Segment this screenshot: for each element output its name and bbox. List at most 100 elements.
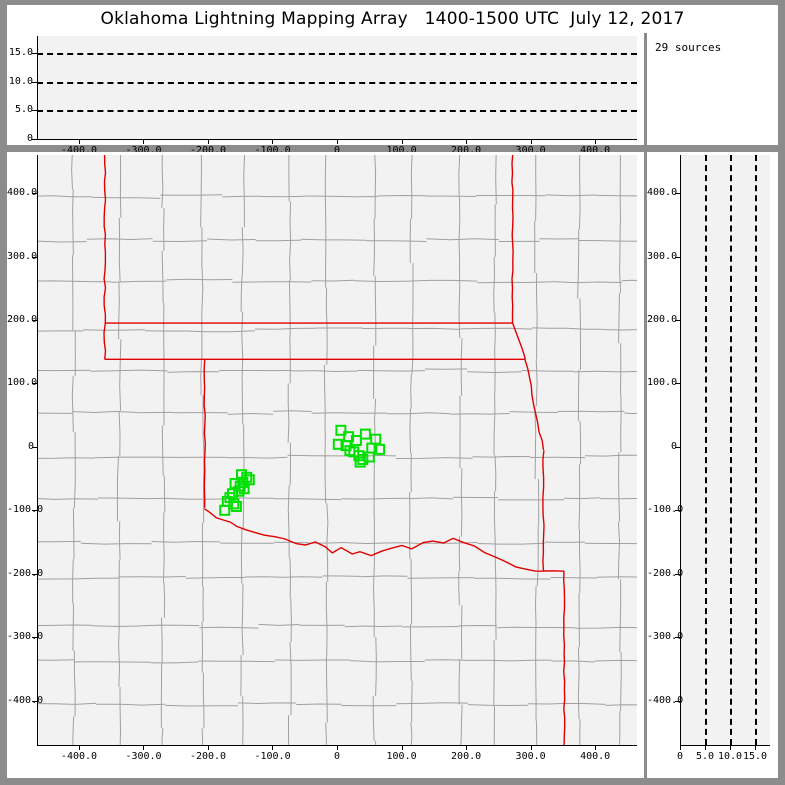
top-panel-x-tick-0	[337, 139, 338, 144]
map-y-tick-label: -300.0	[7, 631, 44, 643]
right-panel-y-tick-label: 300.0	[647, 250, 678, 262]
map-x-tick-0	[337, 745, 338, 750]
top-panel-x-tick-300	[530, 139, 532, 144]
right-panel-x-tick-10	[730, 745, 731, 750]
map-y-tick--400	[32, 700, 37, 702]
source-count-label: 29 sources	[655, 41, 722, 54]
right-panel-y-tick-label: -400.0	[647, 694, 684, 706]
top-panel-x-tick-label: 200.0	[451, 145, 482, 156]
map-x-tick--300	[143, 745, 145, 750]
top-panel-x-tick--100	[272, 139, 274, 144]
right-panel-y-axis	[680, 155, 681, 745]
right-panel-y-tick-label: 100.0	[647, 377, 678, 389]
top-panel-x-tick-label: 0	[334, 145, 341, 156]
map-x-tick-label: 0	[334, 751, 341, 762]
map-x-tick-label: -300.0	[125, 751, 162, 762]
map-y-tick-label: -400.0	[7, 694, 44, 706]
map-x-tick-label: -400.0	[60, 751, 98, 762]
lightning-source-marker	[219, 504, 231, 516]
right-panel-y-tick--100	[675, 510, 680, 512]
right-panel-x-tick-15	[755, 745, 756, 750]
map-geography	[37, 155, 637, 745]
top-panel-x-tick-label: -300.0	[125, 145, 162, 156]
top-panel-x-tick-label: -100.0	[254, 145, 291, 156]
map-x-tick-label: 400.0	[580, 751, 611, 762]
window-title-bar: Oklahoma Lightning Mapping Array 1400-15…	[7, 5, 778, 33]
right-panel-y-tick-100	[675, 383, 680, 385]
top-panel-y-tick-label: 0	[26, 133, 33, 144]
right-panel-y-tick--200	[675, 573, 680, 575]
source-count-panel: 29 sources	[647, 33, 778, 145]
right-panel-gridline-5	[705, 155, 707, 745]
right-panel-y-tick-label: -300.0	[647, 631, 684, 643]
top-panel-gridline-10	[37, 81, 637, 84]
right-panel-y-tick-label: -100.0	[647, 504, 684, 516]
map-x-tick-300	[530, 745, 532, 750]
lightning-source-marker	[237, 476, 249, 488]
map-y-tick-label: 100.0	[7, 377, 38, 389]
altitude-vs-ew-plot-area[interactable]	[37, 36, 637, 139]
map-plot-area[interactable]	[37, 155, 637, 745]
map-y-tick--100	[32, 510, 37, 512]
lightning-source-marker	[344, 445, 356, 457]
map-x-tick-label: -100.0	[254, 751, 291, 762]
lightning-source-marker	[230, 501, 242, 512]
map-y-tick-label: 300.0	[7, 250, 38, 262]
right-panel-x-tick-5	[705, 745, 706, 750]
right-panel-x-tick-label: 5.0	[696, 751, 715, 762]
map-y-tick-200	[32, 319, 37, 321]
map-x-tick-label: 300.0	[515, 751, 546, 762]
map-x-tick-label: 100.0	[386, 751, 417, 762]
top-panel-gridline-5	[37, 110, 637, 113]
map-x-tick-label: 200.0	[451, 751, 482, 762]
map-panel: 400.0 300.0 200.0 100.0 0 -100.0 -200.0 -300.0 -…	[7, 152, 644, 778]
right-panel-y-tick-400	[675, 193, 680, 195]
right-panel-y-tick--300	[675, 637, 680, 639]
top-panel-x-tick-label: 300.0	[515, 145, 546, 156]
page-title: Oklahoma Lightning Mapping Array 1400-15…	[100, 9, 685, 29]
lightning-source-marker	[363, 451, 375, 463]
map-x-tick-200	[466, 745, 468, 750]
map-x-tick--100	[272, 745, 274, 750]
right-panel-y-tick-label: -200.0	[647, 567, 684, 579]
map-y-tick-0	[32, 446, 37, 448]
top-panel-x-tick-label: -400.0	[60, 145, 98, 156]
map-y-tick-label: 0	[27, 440, 34, 452]
altitude-vs-ns-panel: 400.0 300.0 200.0 100.0 0 -100.0 -200.0 -300.0 -…	[647, 152, 778, 778]
top-panel-gridline-15	[37, 53, 637, 56]
lightning-source-marker	[357, 454, 369, 465]
right-panel-y-tick--400	[675, 700, 680, 702]
right-panel-gridline-15	[755, 155, 757, 745]
lightning-source-marker	[354, 456, 366, 468]
right-panel-y-tick-200	[675, 319, 680, 321]
lightning-source-marker	[228, 498, 240, 510]
lightning-source-marker	[350, 435, 362, 446]
right-panel-y-tick-300	[675, 256, 680, 258]
map-x-tick--400	[78, 745, 80, 750]
map-y-tick-300	[32, 256, 37, 258]
top-panel-y-tick-0	[32, 139, 37, 140]
top-panel-x-tick-label: 100.0	[386, 145, 417, 156]
top-panel-x-tick-400	[595, 139, 597, 144]
right-panel-y-tick-0	[675, 446, 680, 448]
map-y-tick-400	[32, 193, 37, 195]
top-panel-y-tick-label: 15.0	[8, 47, 33, 59]
map-y-tick-label: 400.0	[7, 187, 38, 199]
right-panel-x-tick-label: 15.0	[743, 751, 768, 762]
map-x-tick-label: -200.0	[189, 751, 227, 762]
map-x-tick-100	[401, 745, 403, 750]
right-panel-y-tick-label: 200.0	[647, 313, 678, 325]
top-panel-y-tick-label: 10.0	[8, 75, 33, 87]
right-panel-gridline-10	[730, 155, 732, 745]
map-x-tick-400	[595, 745, 597, 750]
top-panel-x-tick--200	[207, 139, 209, 144]
top-panel-y-axis	[37, 36, 38, 139]
top-panel-y-tick-label: 5.0	[14, 104, 33, 116]
right-panel-x-tick-label: 10.0	[718, 751, 743, 762]
top-panel-y-tick-10	[32, 81, 37, 83]
top-panel-x-tick-200	[466, 139, 468, 144]
top-panel-x-tick--300	[143, 139, 145, 144]
right-panel-x-tick-0	[680, 745, 681, 750]
top-panel-x-tick-label: -200.0	[189, 145, 227, 156]
